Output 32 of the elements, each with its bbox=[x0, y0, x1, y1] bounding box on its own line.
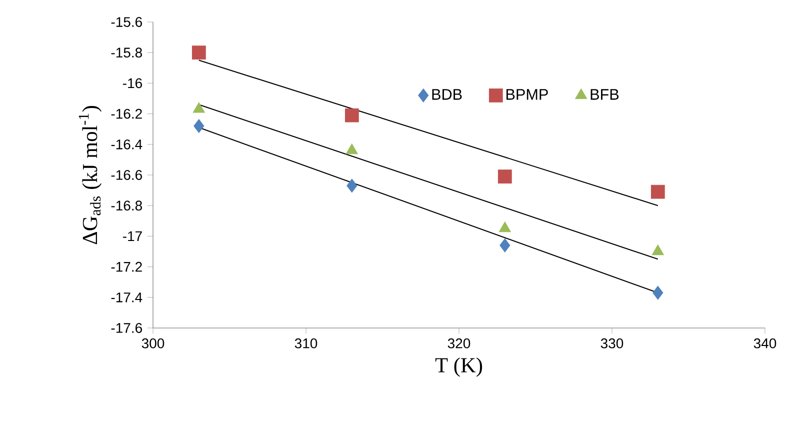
x-axis-title: T (K) bbox=[435, 357, 482, 377]
y-tick-label: -17.2 bbox=[111, 262, 142, 272]
x-tick-label: 340 bbox=[754, 338, 776, 348]
y-axis-title: ΔG$_{ads}$ (kJ mol$^{-1}$) bbox=[78, 106, 102, 244]
point bbox=[346, 144, 358, 154]
x-tick-label: 300 bbox=[142, 338, 164, 348]
y-tick-label: -16.4 bbox=[111, 139, 142, 150]
point bbox=[498, 170, 512, 184]
point bbox=[344, 108, 359, 122]
y-tick-label: -16 bbox=[123, 78, 142, 88]
y-tick-label: -17.6 bbox=[111, 323, 142, 333]
y-tick-label: -15.8 bbox=[111, 48, 142, 58]
point bbox=[652, 286, 664, 300]
y-tick-label: -16.2 bbox=[111, 108, 142, 119]
point bbox=[346, 178, 358, 193]
legend-label: BPMP bbox=[506, 89, 548, 100]
point bbox=[500, 238, 510, 252]
y-tick-label: -17 bbox=[123, 231, 142, 242]
y-tick-label: -15.6 bbox=[111, 17, 142, 27]
legend-label: BDB bbox=[432, 89, 462, 100]
x-tick-label: 310 bbox=[294, 338, 318, 348]
point bbox=[194, 119, 204, 133]
point bbox=[192, 46, 206, 60]
point bbox=[652, 244, 664, 256]
x-tick-label: 330 bbox=[600, 338, 624, 348]
x-tick-label: 320 bbox=[448, 338, 470, 348]
point bbox=[498, 222, 511, 232]
y-tick-label: -17.4 bbox=[111, 292, 142, 302]
y-tick-label: -16.6 bbox=[111, 170, 142, 180]
y-tick-label: -16.8 bbox=[111, 200, 142, 211]
point bbox=[650, 184, 665, 199]
legend-label: BFB bbox=[590, 89, 619, 100]
